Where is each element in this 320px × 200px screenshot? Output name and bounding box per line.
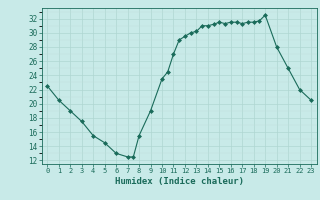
X-axis label: Humidex (Indice chaleur): Humidex (Indice chaleur) [115,177,244,186]
